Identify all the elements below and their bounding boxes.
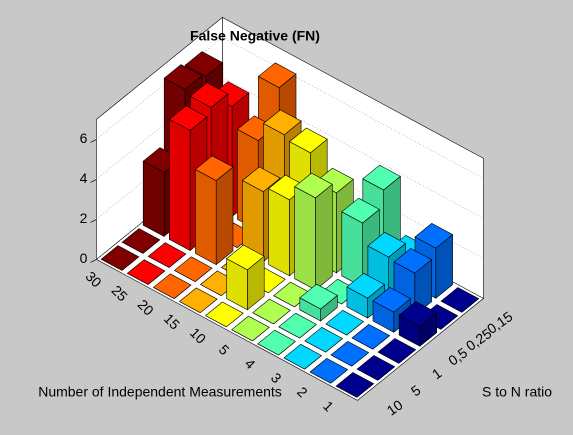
bar-side bbox=[315, 183, 333, 291]
bar bbox=[346, 272, 386, 319]
bar-top bbox=[194, 155, 234, 181]
bar-top bbox=[294, 172, 333, 199]
bar-top bbox=[356, 355, 396, 381]
bar-top bbox=[398, 301, 438, 327]
bar-top bbox=[367, 231, 407, 258]
z-tick-label: 4 bbox=[80, 170, 88, 186]
bar-top bbox=[189, 82, 229, 108]
bar-top bbox=[126, 259, 166, 285]
bar bbox=[252, 298, 291, 325]
bar-top bbox=[173, 256, 213, 282]
bar-top bbox=[414, 223, 454, 249]
bar-top bbox=[184, 51, 224, 77]
chart-title: False Negative (FN) bbox=[190, 28, 320, 44]
bar bbox=[325, 309, 365, 336]
bar bbox=[335, 372, 375, 398]
bar bbox=[121, 228, 161, 254]
z-tick-label: 6 bbox=[80, 130, 88, 146]
bar-top bbox=[372, 287, 412, 313]
bar-top bbox=[393, 248, 433, 274]
z-tick-mark bbox=[90, 259, 97, 263]
bar-top bbox=[231, 315, 270, 342]
bar-top bbox=[152, 273, 192, 299]
z-tick-label: 0 bbox=[80, 250, 88, 266]
bar bbox=[330, 341, 370, 367]
bar bbox=[356, 355, 396, 381]
bar bbox=[147, 242, 187, 268]
bar-top bbox=[147, 242, 187, 268]
x-axis-label: Number of Independent Measurements bbox=[38, 384, 282, 400]
bar-front bbox=[341, 211, 363, 288]
bar-top bbox=[325, 309, 365, 336]
bar bbox=[257, 329, 296, 356]
bar-front bbox=[142, 160, 165, 237]
bar-top bbox=[299, 283, 338, 310]
bar bbox=[304, 326, 344, 353]
bar bbox=[398, 301, 438, 347]
bar-top bbox=[241, 166, 281, 193]
bars bbox=[100, 51, 480, 398]
z-tick-label: 2 bbox=[80, 210, 88, 226]
bar-top bbox=[351, 324, 391, 350]
bar-top bbox=[121, 228, 161, 254]
bar bbox=[100, 245, 140, 271]
bar-top bbox=[309, 358, 349, 384]
bar-top bbox=[440, 287, 480, 313]
bar-top bbox=[278, 312, 317, 339]
bar bbox=[377, 338, 417, 364]
y-axis-label: S to N ratio bbox=[482, 384, 552, 400]
bar-top bbox=[283, 343, 323, 370]
grid-line bbox=[96, 37, 484, 179]
bar bbox=[173, 256, 213, 282]
bar bbox=[351, 324, 391, 350]
bar-top bbox=[205, 301, 244, 328]
bar bbox=[294, 172, 333, 291]
bar bbox=[278, 312, 317, 339]
bar-top bbox=[100, 245, 140, 271]
floor-grid-line bbox=[344, 291, 471, 394]
bar-front bbox=[195, 168, 217, 266]
z-tick-mark bbox=[90, 219, 97, 223]
bar bbox=[152, 273, 192, 299]
bar-side bbox=[215, 166, 234, 266]
bar-top bbox=[226, 244, 265, 271]
bar bbox=[283, 343, 323, 370]
bar bbox=[226, 244, 265, 311]
bar-top bbox=[168, 105, 208, 131]
bar-top bbox=[289, 127, 328, 154]
bar-top bbox=[262, 109, 302, 136]
bar-top bbox=[362, 164, 401, 191]
bar bbox=[194, 155, 234, 266]
bar-top bbox=[346, 272, 386, 299]
bar-top bbox=[335, 372, 375, 398]
bar-top bbox=[330, 341, 370, 367]
bar bbox=[299, 283, 338, 322]
bar bbox=[178, 287, 218, 314]
bar-top bbox=[178, 287, 218, 314]
z-tick-mark bbox=[90, 179, 97, 183]
bar bbox=[440, 287, 480, 313]
bar-top bbox=[257, 62, 297, 88]
bar-top bbox=[341, 197, 380, 224]
bar-top bbox=[304, 326, 344, 353]
bar bbox=[126, 259, 166, 285]
bar bbox=[309, 358, 349, 384]
z-tick-mark bbox=[90, 139, 97, 143]
bar-front bbox=[268, 188, 290, 277]
bar bbox=[205, 301, 244, 328]
bar bbox=[231, 315, 270, 342]
bar-top bbox=[377, 338, 417, 364]
bar-top bbox=[252, 298, 291, 325]
bar-front bbox=[169, 118, 191, 252]
bar-front bbox=[294, 186, 316, 291]
bar-top bbox=[257, 329, 296, 356]
bar-top bbox=[163, 64, 203, 90]
